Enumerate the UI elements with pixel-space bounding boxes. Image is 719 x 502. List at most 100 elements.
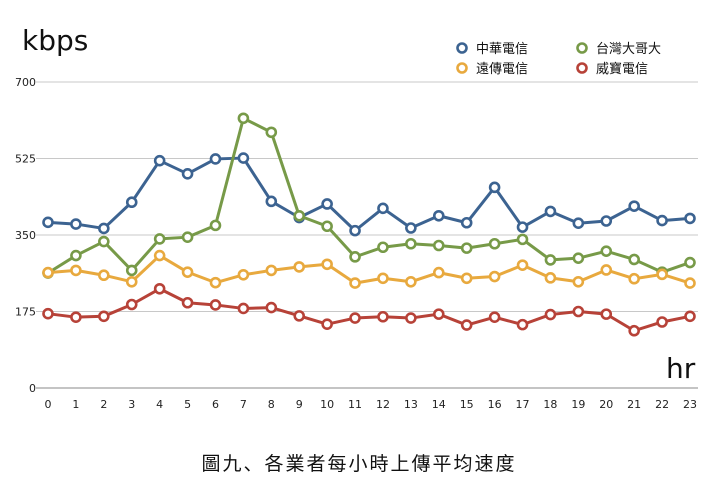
legend-label: 遠傳電信 (476, 62, 528, 77)
data-point (98, 235, 110, 248)
data-point (628, 272, 640, 285)
data-point (544, 272, 557, 284)
series-lines (42, 112, 696, 337)
data-point (628, 324, 640, 337)
series-line (47, 116, 691, 275)
data-point (321, 220, 333, 233)
y-tick-label: 350 (15, 229, 36, 242)
data-point (600, 215, 613, 227)
x-tick-label: 4 (156, 398, 163, 411)
data-point (516, 259, 529, 271)
data-point (656, 316, 668, 328)
data-point (544, 254, 557, 266)
data-point (125, 196, 138, 209)
x-tick-label: 7 (240, 398, 247, 411)
data-point (432, 239, 445, 252)
data-point (181, 266, 194, 278)
data-point (572, 275, 585, 288)
data-point (265, 126, 278, 139)
data-point (265, 301, 278, 314)
data-point (42, 216, 54, 229)
data-point (237, 112, 250, 125)
data-point (488, 181, 501, 194)
data-point (432, 308, 445, 320)
data-point (181, 168, 194, 180)
x-tick-label: 21 (627, 398, 641, 411)
data-point (544, 308, 557, 321)
data-point (544, 205, 557, 218)
data-point (488, 237, 501, 250)
data-point (377, 310, 389, 323)
data-point (321, 318, 333, 330)
data-point (460, 216, 473, 229)
data-point (293, 209, 306, 222)
data-point (98, 222, 110, 235)
y-tick-labels: 0 175 350 525 700 (15, 76, 36, 395)
x-tick-label: 16 (488, 398, 502, 411)
data-point (42, 266, 54, 279)
figure-caption: 圖九、各業者每小時上傳平均速度 (201, 453, 516, 475)
data-point (488, 311, 501, 323)
x-tick-label: 3 (128, 398, 135, 411)
data-point (349, 277, 361, 289)
data-point (98, 269, 110, 282)
data-point (349, 224, 361, 237)
y-tick-label: 525 (15, 153, 36, 166)
data-point (684, 212, 696, 225)
series-line (47, 156, 691, 233)
data-point (516, 318, 529, 331)
data-point (153, 233, 166, 245)
y-tick-label: 175 (15, 306, 36, 319)
data-point (600, 308, 613, 320)
x-tick-label: 10 (320, 398, 334, 411)
series-遠傳電信 (42, 249, 696, 289)
data-point (516, 221, 529, 233)
data-point (684, 277, 696, 289)
x-tick-label: 5 (184, 398, 191, 411)
data-point (209, 219, 222, 232)
data-point (460, 242, 473, 254)
x-axis-label: hr (666, 352, 696, 385)
y-axis-label: kbps (22, 24, 88, 57)
legend-marker (576, 42, 588, 54)
data-point (321, 198, 333, 210)
data-point (377, 202, 389, 215)
series-line (47, 254, 691, 285)
data-point (70, 311, 82, 323)
data-point (600, 264, 613, 276)
data-point (656, 268, 668, 281)
x-tick-label: 13 (404, 398, 418, 411)
data-point (237, 152, 250, 164)
data-point (684, 256, 696, 269)
legend-marker (456, 62, 468, 74)
series-威寶電信 (42, 282, 696, 337)
data-point (432, 209, 445, 222)
data-point (153, 249, 166, 262)
data-point (42, 307, 54, 320)
data-point (293, 310, 306, 322)
x-tick-label: 2 (100, 398, 107, 411)
legend-label: 台灣大哥大 (596, 42, 661, 57)
y-tick-label: 700 (15, 76, 36, 89)
data-point (209, 276, 222, 289)
data-point (572, 252, 585, 264)
x-tick-label: 22 (655, 398, 669, 411)
data-point (349, 312, 361, 324)
grid-lines (36, 81, 698, 389)
data-point (209, 299, 222, 311)
x-tick-label: 11 (348, 398, 362, 411)
data-point (600, 245, 613, 257)
x-tick-label: 0 (45, 398, 52, 411)
data-point (572, 217, 585, 229)
series-台灣大哥大 (42, 112, 696, 279)
data-point (656, 214, 668, 227)
x-tick-label: 8 (268, 398, 275, 411)
data-point (237, 302, 250, 315)
data-point (70, 218, 82, 230)
x-tick-label: 1 (72, 398, 79, 411)
data-point (684, 310, 696, 323)
data-point (70, 264, 82, 277)
data-point (98, 310, 110, 323)
